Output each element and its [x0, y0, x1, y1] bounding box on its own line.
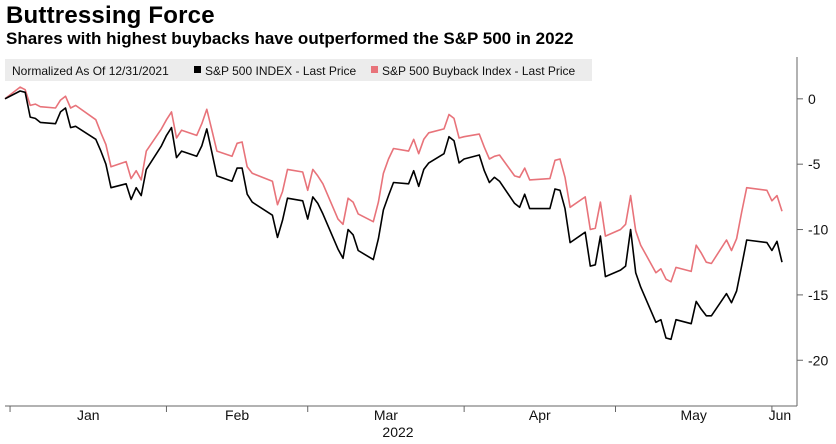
legend-swatch-buyback [371, 66, 378, 73]
series-line-sp500-buyback-index [4, 86, 783, 283]
legend-entry-buyback: S&P 500 Buyback Index - Last Price [382, 64, 576, 78]
chart-title: Buttressing Force [6, 2, 215, 29]
y-tick-label: 0 [808, 91, 816, 107]
x-tick-label: Jan [77, 407, 100, 423]
y-axis-ticks: 0 -5 -10 -15 -20 [797, 91, 828, 368]
legend-swatch-sp500 [194, 66, 201, 73]
x-tick-label: Apr [529, 407, 551, 423]
legend-note: Normalized As Of 12/31/2021 [12, 64, 169, 78]
y-tick-label: -10 [808, 222, 828, 238]
y-tick-label: -5 [808, 156, 821, 172]
series-line-sp500-index [4, 90, 783, 341]
x-axis-year-label: 2022 [382, 424, 413, 440]
x-tick-label: Feb [225, 407, 249, 423]
x-tick-label: May [680, 407, 706, 423]
chart-subtitle: Shares with highest buybacks have outper… [6, 29, 574, 48]
legend-entry-sp500: S&P 500 INDEX - Last Price [205, 64, 357, 78]
x-axis-ticks: Jan Feb Mar Apr May Jun [9, 406, 792, 423]
y-tick-label: -20 [808, 352, 828, 368]
legend: Normalized As Of 12/31/2021 S&P 500 INDE… [5, 59, 592, 81]
y-tick-label: -15 [808, 287, 828, 303]
x-tick-label: Jun [769, 407, 792, 423]
x-tick-label: Mar [374, 407, 398, 423]
legend-background [5, 59, 592, 81]
